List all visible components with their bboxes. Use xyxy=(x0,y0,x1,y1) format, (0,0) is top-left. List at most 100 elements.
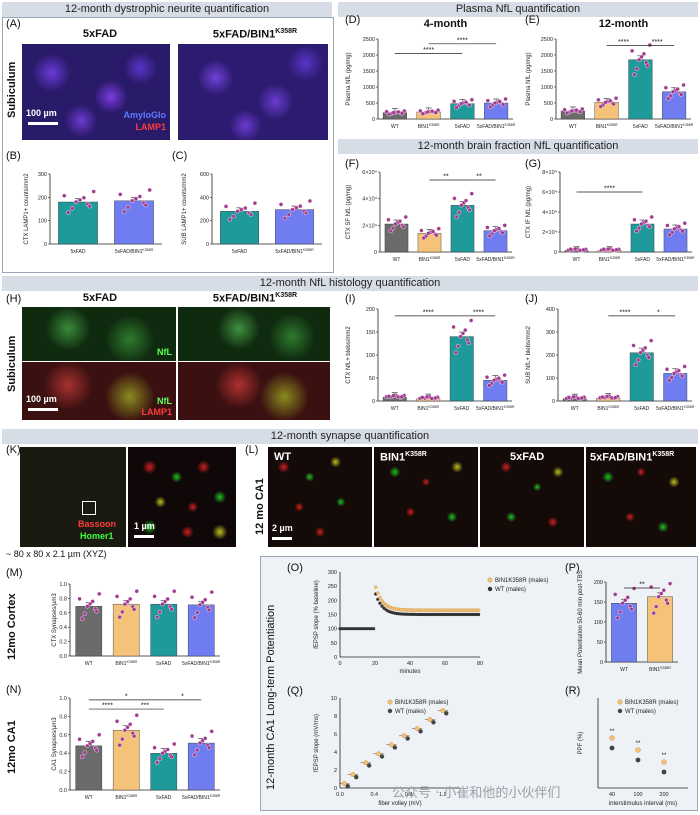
data-point-C-1 xyxy=(278,202,284,207)
data-point-N-1 xyxy=(122,728,128,733)
y-axis-label-D: Plasma NfL (pg/mg) xyxy=(346,52,352,105)
x-tick-label-J-1: BIN1K358R xyxy=(597,405,619,412)
zoom-box xyxy=(82,501,96,515)
data-point-C-1 xyxy=(290,207,295,212)
panel-a-side-label: Subiculum xyxy=(6,61,18,118)
y-tick-label-E: 2500 xyxy=(541,37,553,43)
sig-label-E-1: **** xyxy=(652,39,663,46)
data-point-J-0 xyxy=(579,395,584,401)
y-tick-label-M: 0.2 xyxy=(59,640,67,646)
y-tick-label-N: 0.2 xyxy=(59,770,67,776)
data-point-J-3 xyxy=(680,373,685,379)
section-title-dystrophic: 12-month dystrophic neurite quantificati… xyxy=(2,2,332,17)
y-tick-label-B: 0 xyxy=(44,242,47,248)
data-point-N-0 xyxy=(79,754,85,760)
data-point-N-0 xyxy=(85,743,90,749)
y-tick-label-B: 300 xyxy=(38,172,47,178)
data-point-F-2 xyxy=(469,191,474,196)
data-point-N-0 xyxy=(77,737,82,742)
data-point-F-0 xyxy=(403,214,408,220)
bar-N-3 xyxy=(187,742,215,791)
data-point-G-2 xyxy=(643,219,649,224)
data-point-G-1 xyxy=(601,247,606,252)
y-tick-label-N: 0.4 xyxy=(59,751,67,757)
wt-point-Q xyxy=(392,745,398,750)
wt-point-R xyxy=(661,769,667,775)
data-point-E-2 xyxy=(634,66,640,71)
data-point-G-3 xyxy=(665,223,670,228)
panel-l-title-bin1: BIN1K358R xyxy=(380,451,427,464)
bin1-point-Q xyxy=(363,760,369,766)
data-point-I-2 xyxy=(451,324,456,330)
x-tick-label-M-3: 5xFAD/BIN1K358R xyxy=(182,660,221,667)
y-tick-label-E: 2000 xyxy=(541,53,553,59)
x-axis-label-Q: fiber volley (mV) xyxy=(378,801,421,807)
wt-point-Q xyxy=(431,720,436,725)
x-tick-label-O: 20 xyxy=(372,661,378,667)
data-point-M-1 xyxy=(120,609,125,615)
y-tick-label-E: 500 xyxy=(544,101,553,107)
bar-J-2 xyxy=(629,352,654,402)
data-point-B-0 xyxy=(87,204,92,209)
data-point-G-3 xyxy=(676,224,682,229)
x-tick-label-M-0: WT xyxy=(85,661,93,667)
bar-N-0 xyxy=(75,745,103,791)
y-tick-label-O: 100 xyxy=(328,627,337,633)
data-point-P-0 xyxy=(631,586,637,591)
chart-n: 0.0 0.2 0.4 0.6 0.8 1.0 CA1 Synapses/µm3 WT BIN1… xyxy=(52,693,221,801)
y-tick-label-Q: 6 xyxy=(334,732,337,738)
data-point-E-1 xyxy=(603,100,608,105)
data-point-F-3 xyxy=(492,228,497,233)
x-tick-label-C-1: 5xFAD/BIN1K358R xyxy=(275,248,314,255)
y-tick-label-F: 2×10⁴ xyxy=(362,222,377,229)
data-point-F-0 xyxy=(397,219,403,224)
data-point-D-1 xyxy=(418,108,423,114)
data-point-M-0 xyxy=(79,616,85,621)
panel-letter-a: (A) xyxy=(6,18,21,30)
data-point-G-1 xyxy=(606,246,611,252)
bin1-point-Q xyxy=(341,781,347,786)
data-point-D-3 xyxy=(503,96,508,102)
data-point-N-1 xyxy=(125,725,130,730)
data-point-M-2 xyxy=(157,609,163,615)
data-point-C-0 xyxy=(248,212,254,217)
wt-point-Q xyxy=(366,763,372,768)
data-point-M-1 xyxy=(114,594,120,599)
panel-letter-k: (K) xyxy=(6,444,21,456)
data-point-M-2 xyxy=(162,599,168,604)
sig-label-P-0: ** xyxy=(639,582,645,589)
legend-marker-wt-R xyxy=(617,708,623,714)
data-point-E-0 xyxy=(562,107,567,113)
data-point-F-2 xyxy=(459,203,464,208)
data-point-D-2 xyxy=(458,101,464,106)
y-tick-label-C: 0 xyxy=(206,242,209,248)
data-point-I-3 xyxy=(496,376,501,381)
wt-point-O xyxy=(372,627,376,631)
stain-lamp1: LAMP1 xyxy=(135,122,166,132)
y-tick-label-B: 100 xyxy=(38,219,47,225)
bin1-point-Q xyxy=(427,717,433,722)
data-point-N-3 xyxy=(202,736,208,741)
panel-letter-o: (O) xyxy=(287,562,303,574)
data-point-E-3 xyxy=(670,89,676,95)
data-point-J-1 xyxy=(600,394,605,400)
data-point-N-3 xyxy=(192,752,197,758)
data-point-M-1 xyxy=(117,614,122,620)
data-point-B-1 xyxy=(129,198,135,204)
y-tick-label-O: 300 xyxy=(328,570,337,576)
data-point-F-1 xyxy=(436,226,441,231)
stain-amyloglo: AmyloGlo xyxy=(123,110,166,120)
data-point-E-1 xyxy=(607,98,613,103)
data-point-E-1 xyxy=(613,95,619,101)
y-axis-label-N: CA1 Synapses/µm3 xyxy=(52,717,58,771)
x-tick-label-G-0: WT xyxy=(573,257,581,263)
x-tick-label-N-1: BIN1K358R xyxy=(115,794,137,801)
sig-label-J-0: **** xyxy=(620,309,631,316)
y-axis-label-O: fEPSP slope (% baseline) xyxy=(314,580,320,649)
bin1-point-Q xyxy=(440,708,446,713)
y-axis-label-M: CTX Synapses/µm3 xyxy=(52,593,58,647)
legend-label-wt-O: WT (males) xyxy=(495,587,526,593)
data-point-G-3 xyxy=(667,232,672,237)
chart-g: 0 2×10⁴ 4×10⁴ 6×10⁴ 8×10⁴ CTX IF NfL (pg/mg) W… xyxy=(526,169,695,263)
